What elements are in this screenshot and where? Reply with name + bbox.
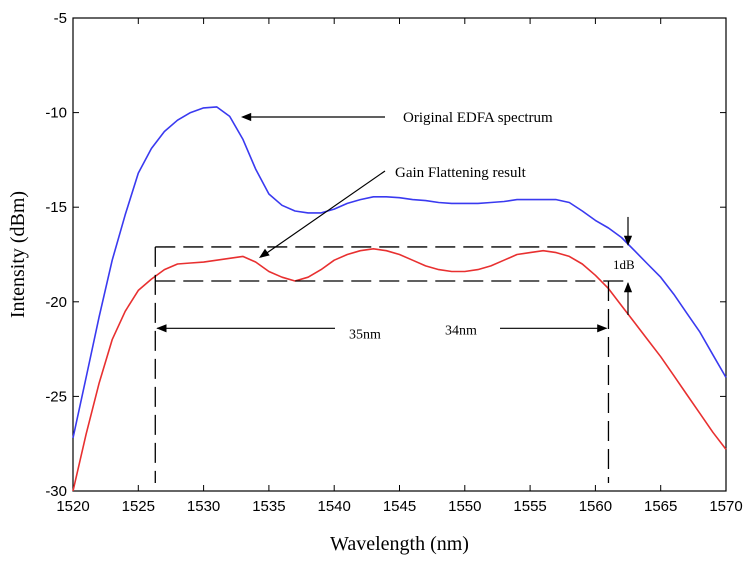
x-tick-label: 1530 <box>187 498 220 515</box>
original-label: Original EDFA spectrum <box>403 110 553 126</box>
span-arrowhead-left <box>156 324 167 333</box>
db-label: 1dB <box>613 257 635 272</box>
x-axis-label: Wavelength (nm) <box>330 533 469 555</box>
y-tick-label: -10 <box>45 105 67 122</box>
x-tick-label: 1545 <box>383 498 416 515</box>
db-arrowhead-top <box>623 235 633 246</box>
original-arrowhead <box>241 112 252 122</box>
x-tick-label: 1555 <box>513 498 546 515</box>
span-label-35nm: 35nm <box>349 327 381 342</box>
series-line-0 <box>72 106 727 439</box>
db-arrowhead-bottom <box>623 281 633 293</box>
x-tick-label: 1570 <box>709 498 742 515</box>
ticks-layer: 1520 1525 1530 1535 1540 1545 1550 1555 1560 1565… <box>45 10 742 515</box>
x-tick-label: 1525 <box>122 498 155 515</box>
y-tick-label: -5 <box>54 10 67 27</box>
y-tick-label: -25 <box>45 388 67 405</box>
x-tick-label: 1520 <box>56 498 89 515</box>
gain-arrow-line <box>260 170 386 258</box>
x-tick-label: 1560 <box>579 498 612 515</box>
x-tick-label: 1535 <box>252 498 285 515</box>
span-label-34nm: 34nm <box>445 323 477 338</box>
annotation-layer: 35nm 34nm 1dB Original EDFA spectrum Gain Fl… <box>154 110 635 483</box>
y-tick-label: -20 <box>45 294 67 311</box>
gain-arrowhead <box>259 248 270 258</box>
y-tick-label: -15 <box>45 199 67 216</box>
x-tick-label: 1565 <box>644 498 677 515</box>
x-tick-label: 1550 <box>448 498 481 515</box>
series-layer <box>72 106 727 492</box>
y-tick-label: -30 <box>45 483 67 500</box>
span-arrowhead-right <box>597 324 608 333</box>
series-line-1 <box>72 248 727 492</box>
x-tick-label: 1540 <box>318 498 351 515</box>
gain-label: Gain Flattening result <box>395 165 527 181</box>
y-axis-label: Intensity (dBm) <box>7 191 29 318</box>
